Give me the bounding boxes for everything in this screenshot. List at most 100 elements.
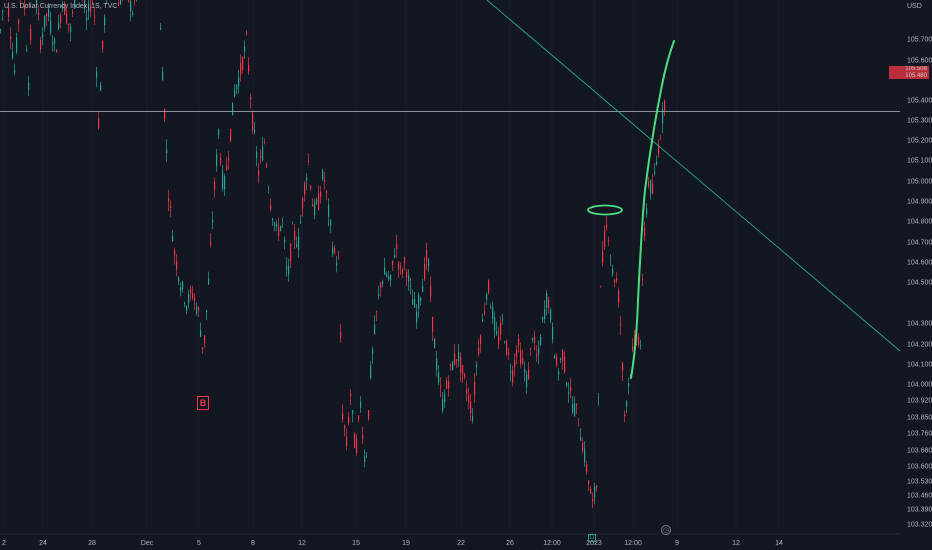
candle-body xyxy=(88,3,90,12)
price-tick-label: 104.000 xyxy=(907,382,932,389)
candle-body xyxy=(38,13,40,15)
currency-label: USD xyxy=(907,3,922,10)
candle-body xyxy=(166,148,168,154)
candle-body xyxy=(428,260,430,267)
trend-line-drawing[interactable] xyxy=(486,0,901,352)
price-tick-label: 104.600 xyxy=(907,260,932,267)
candle-body xyxy=(196,306,198,314)
candle-body xyxy=(422,285,424,292)
candle-body xyxy=(442,399,444,412)
candle-body xyxy=(210,242,212,246)
price-tick-label: 105.400 xyxy=(907,98,932,105)
candle-body xyxy=(512,370,514,383)
candle-body xyxy=(306,177,308,181)
candle-body xyxy=(558,371,560,375)
candle-body xyxy=(178,277,180,282)
candle-body xyxy=(198,308,200,310)
candle-body xyxy=(426,250,428,262)
candle-body xyxy=(310,185,312,189)
candle-body xyxy=(474,382,476,396)
clock-icon[interactable]: ◷ xyxy=(661,525,671,535)
candle-body xyxy=(458,352,460,362)
price-tick-label: 103.680 xyxy=(907,448,932,455)
candle-body xyxy=(168,198,170,202)
candle-body xyxy=(540,336,542,346)
candle-body xyxy=(514,360,516,368)
candle-body xyxy=(368,410,370,419)
candle-body xyxy=(100,84,102,91)
candle-body xyxy=(436,358,438,370)
candle-body xyxy=(374,324,376,334)
candle-body xyxy=(240,63,242,75)
candle-body xyxy=(432,316,434,332)
candle-body xyxy=(60,15,62,24)
candle-body xyxy=(652,183,654,194)
candle-body xyxy=(50,20,52,33)
price-badge-value: 105.508 xyxy=(905,66,927,72)
candle-body xyxy=(350,394,352,396)
price-badge-value-2: 105.480 xyxy=(905,72,927,79)
candle-body xyxy=(640,345,642,347)
candle-body xyxy=(482,319,484,322)
candle-body xyxy=(268,188,270,189)
candle-body xyxy=(270,205,272,210)
candle-body xyxy=(304,183,306,196)
candle-body xyxy=(394,255,396,258)
ellipse-drawing[interactable] xyxy=(587,204,623,216)
current-price-badge: 105.508 105.480 xyxy=(889,66,929,79)
candle-body xyxy=(590,488,592,494)
candle-body xyxy=(648,181,650,187)
candle-body xyxy=(634,334,636,341)
price-tick-label: 103.460 xyxy=(907,493,932,500)
candle-body xyxy=(274,222,276,226)
price-tick-label: 104.800 xyxy=(907,219,932,226)
candle-body xyxy=(66,13,68,24)
b-marker-badge[interactable]: B xyxy=(197,396,209,410)
candle-body xyxy=(28,82,30,90)
candle-body xyxy=(52,42,54,45)
candle-body xyxy=(320,191,322,198)
candle-body xyxy=(656,161,658,165)
d-marker-badge[interactable]: D xyxy=(588,534,596,542)
candle-body xyxy=(256,151,258,159)
candle-body xyxy=(448,381,450,389)
candle-body xyxy=(464,374,466,378)
candle-body xyxy=(498,336,500,345)
candle-body xyxy=(526,374,528,388)
candle-body xyxy=(508,352,510,355)
candle-body xyxy=(582,442,584,451)
candle-body xyxy=(348,416,350,424)
candle-body xyxy=(456,359,458,361)
price-axis[interactable]: 105.700 105.600 105.400 105.300 105.200 105.1… xyxy=(2,37,932,548)
candle-body xyxy=(336,262,338,266)
candle-body xyxy=(546,293,548,308)
candle-body xyxy=(164,109,166,119)
time-tick-label: 8 xyxy=(251,540,255,547)
symbol-title[interactable]: U.S. Dollar Currency Index, 1S, TVC xyxy=(4,3,118,10)
candle-body xyxy=(402,269,404,274)
candle-body xyxy=(642,279,644,281)
candle-body xyxy=(26,49,28,51)
candle-body xyxy=(234,90,236,97)
freehand-arrow-drawing[interactable] xyxy=(630,40,675,379)
candle-body xyxy=(360,401,362,408)
candle-body xyxy=(414,298,416,308)
candle-body xyxy=(236,85,238,90)
candle-body xyxy=(354,433,356,449)
candle-body xyxy=(580,437,582,441)
candle-body xyxy=(552,326,554,340)
candle-body xyxy=(554,355,556,359)
candle-body xyxy=(342,412,344,420)
candle-body xyxy=(194,297,196,301)
candle-body xyxy=(614,279,616,283)
candle-body xyxy=(440,386,442,388)
candle-body xyxy=(102,40,104,49)
candle-body xyxy=(162,71,164,81)
candle-body xyxy=(174,250,176,256)
candle-body xyxy=(258,170,260,176)
candle-body xyxy=(382,281,384,284)
candle-body xyxy=(588,480,590,485)
candle-body xyxy=(564,357,566,372)
candle-body xyxy=(276,224,278,227)
